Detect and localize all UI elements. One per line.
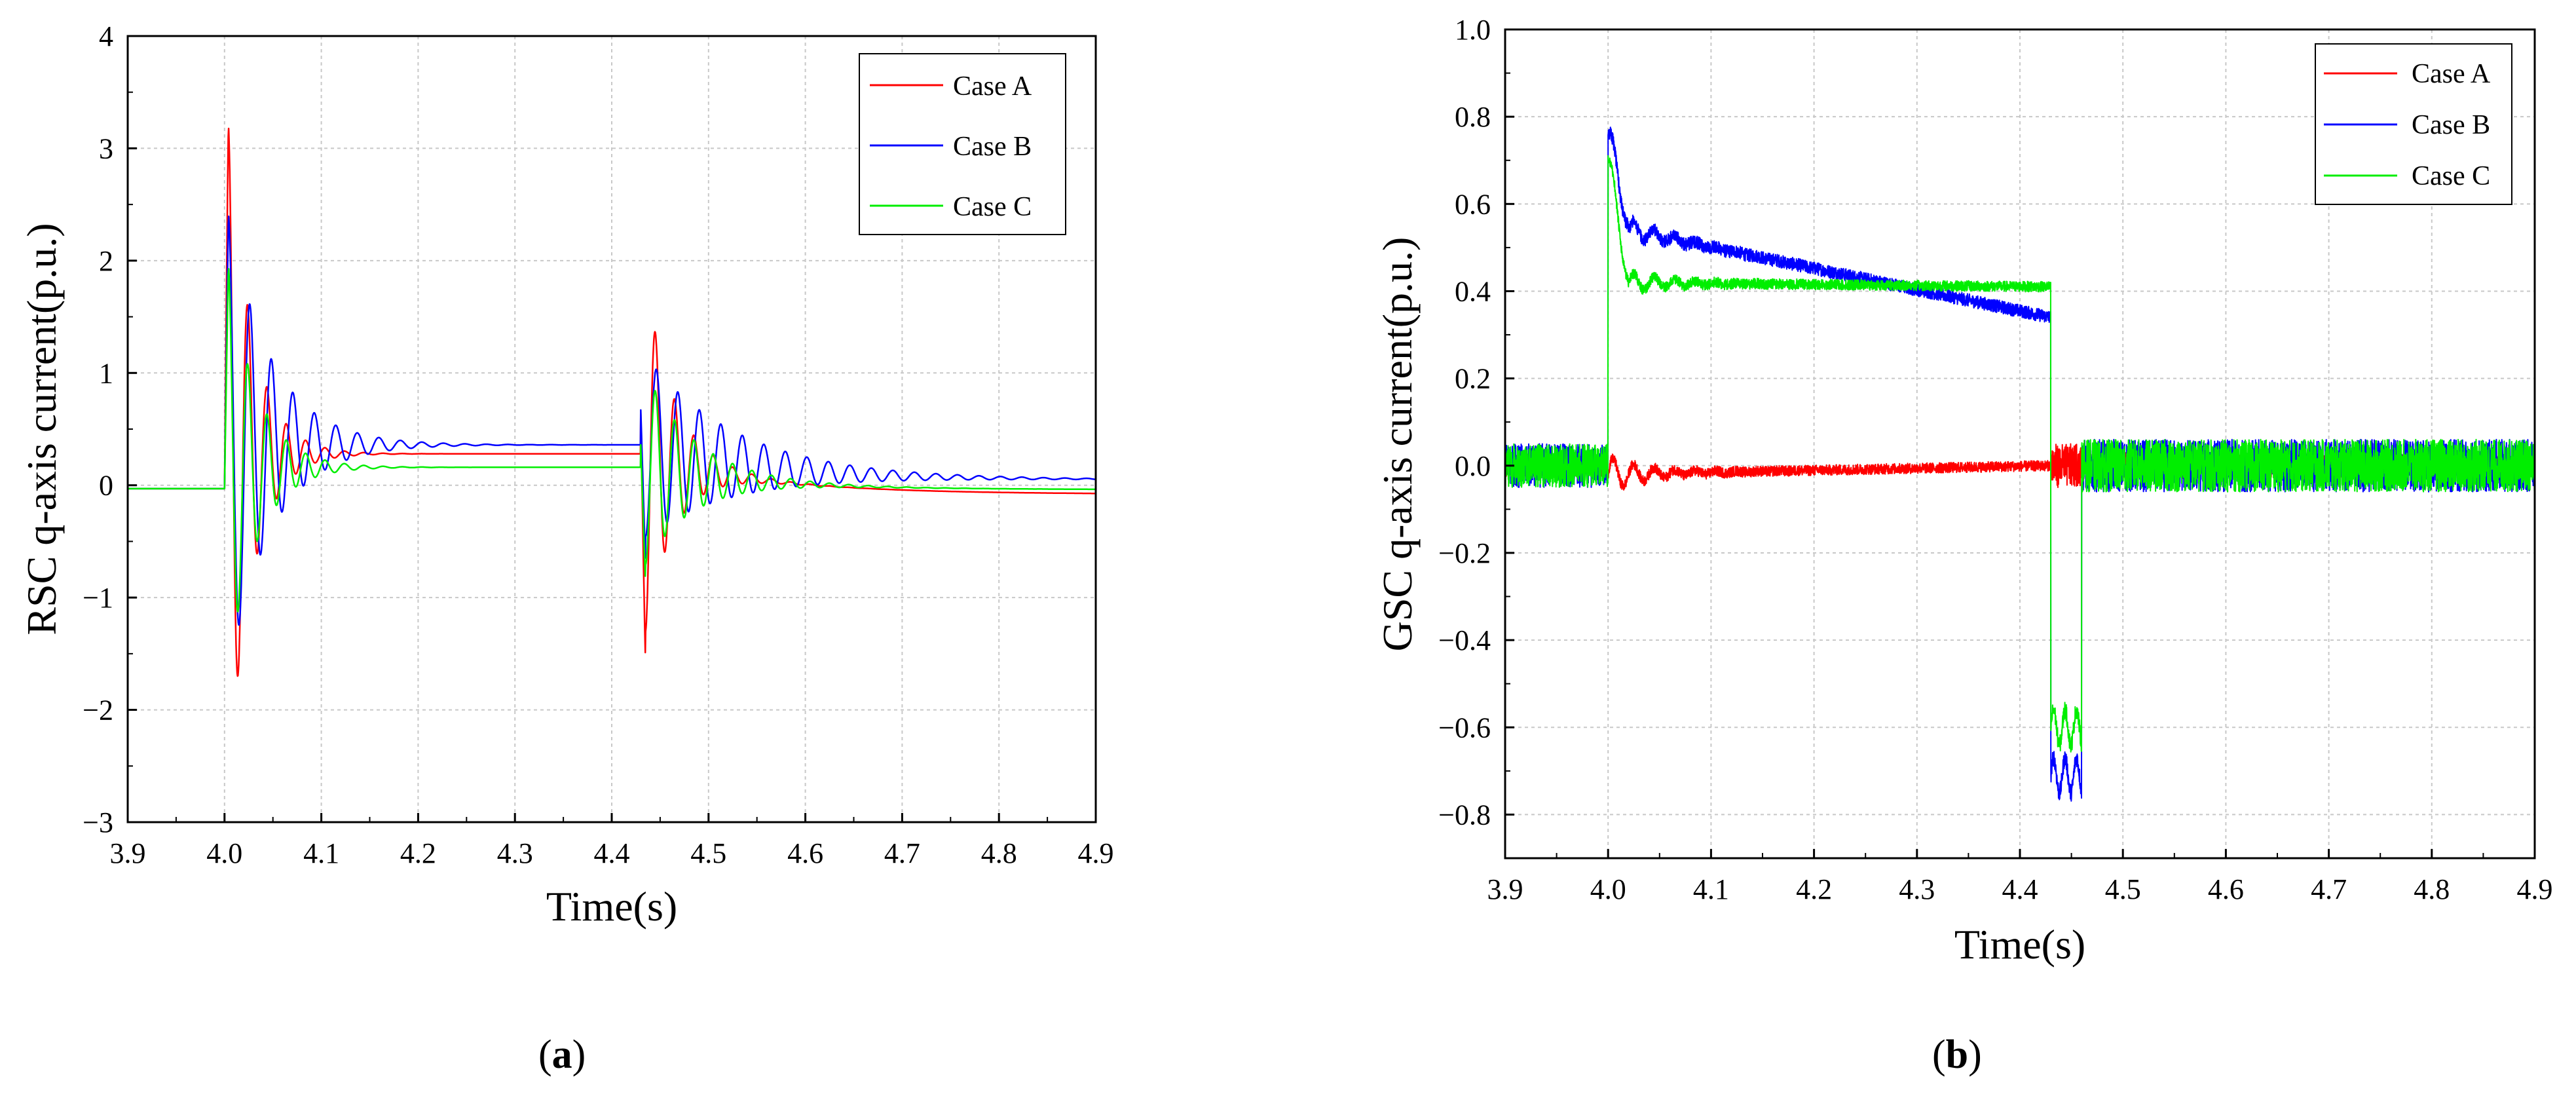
y-tick-label: −0.8	[1438, 799, 1491, 831]
y-tick-label: −0.2	[1438, 537, 1491, 569]
panel-label-b: (b)	[1932, 1032, 1982, 1077]
y-tick-label: 1	[99, 357, 113, 389]
panel-letter-b: b	[1945, 1032, 1969, 1077]
x-tick-label: 3.9	[110, 837, 146, 869]
y-tick-label: −2	[83, 694, 113, 727]
series-line-case-b	[1504, 126, 2535, 802]
panel-letter-a: a	[551, 1032, 572, 1077]
y-tick-label: 4	[99, 20, 113, 52]
x-tick-label: 4.1	[303, 837, 339, 869]
x-tick-label: 4.5	[690, 837, 726, 869]
series-lines-a	[127, 127, 1096, 677]
x-tick-label: 4.4	[594, 837, 630, 869]
legend-label-a-case-a: Case A	[953, 71, 1032, 102]
x-tick-label: 4.5	[2105, 873, 2141, 905]
y-tick-label: 2	[99, 245, 113, 277]
x-tick-label: 4.8	[981, 837, 1017, 869]
series-line-case-b	[127, 215, 1096, 626]
legend-label-a-case-c: Case C	[953, 192, 1032, 222]
x-tick-label: 4.6	[787, 837, 823, 869]
panel-label-a: (a)	[538, 1032, 586, 1077]
legend-a: Case A Case B Case C	[859, 53, 1066, 235]
x-tick-label: 4.0	[1590, 873, 1626, 905]
legend-label-b-case-c: Case C	[2412, 161, 2490, 191]
legend-label-b-case-b: Case B	[2412, 110, 2490, 140]
y-axis-title-b: GSC q-axis current(p.u.)	[1374, 237, 1421, 652]
y-tick-label: 0.0	[1455, 450, 1491, 482]
series-line-case-c	[1504, 155, 2535, 753]
x-tick-label: 4.9	[1078, 837, 1114, 869]
y-tick-label: 1.0	[1455, 14, 1491, 46]
x-tick-label: 4.6	[2208, 873, 2244, 905]
chart-panel-a: 3.9 4.0 4.1 4.2 4.3 4.4 4.5 4.6 4.7 4.8 4.9 4 3 2 1 0 −1…	[18, 20, 1114, 930]
x-tick-label: 4.7	[2311, 873, 2347, 905]
x-tick-label: 4.1	[1693, 873, 1729, 905]
y-tick-label: 0.8	[1455, 101, 1491, 133]
x-tick-label: 4.3	[1899, 873, 1935, 905]
y-tick-label: −0.4	[1438, 624, 1491, 656]
x-tick-label: 4.4	[2002, 873, 2038, 905]
legend-b: Case A Case B Case C	[2315, 43, 2512, 205]
y-tick-label: 0.6	[1455, 188, 1491, 220]
y-axis-title-a: RSC q-axis current(p.u.)	[18, 223, 65, 635]
x-tick-label: 4.0	[206, 837, 242, 869]
x-tick-label: 3.9	[1487, 873, 1523, 905]
y-tick-label: 0.4	[1455, 275, 1491, 307]
series-line-case-c	[127, 268, 1096, 613]
ticks-a: 3.9 4.0 4.1 4.2 4.3 4.4 4.5 4.6 4.7 4.8 4.9 4 3 2 1 0 −1…	[83, 20, 1113, 869]
ticks-b: 3.9 4.0 4.1 4.2 4.3 4.4 4.5 4.6 4.7 4.8 4.9 1.0 0.8 0…	[1438, 14, 2552, 905]
x-axis-title-b: Time(s)	[1954, 921, 2085, 968]
chart-panel-b: 3.9 4.0 4.1 4.2 4.3 4.4 4.5 4.6 4.7 4.8 4.9 1.0 0.8 0…	[1374, 14, 2553, 968]
y-tick-label: 0.2	[1455, 363, 1491, 395]
legend-box-a	[859, 53, 1066, 235]
y-tick-label: −3	[83, 806, 113, 839]
y-tick-label: 0	[99, 470, 113, 502]
y-tick-label: −1	[83, 582, 113, 614]
x-tick-label: 4.7	[884, 837, 920, 869]
legend-label-b-case-a: Case A	[2412, 59, 2491, 89]
legend-label-a-case-b: Case B	[953, 132, 1032, 162]
x-tick-label: 4.2	[1796, 873, 1832, 905]
x-tick-label: 4.3	[497, 837, 533, 869]
x-tick-label: 4.9	[2517, 873, 2553, 905]
series-line-case-a	[127, 127, 1096, 677]
series-lines-b	[1504, 126, 2535, 802]
y-tick-label: 3	[99, 132, 113, 164]
x-axis-title-a: Time(s)	[546, 883, 677, 930]
x-tick-label: 4.8	[2414, 873, 2450, 905]
x-tick-label: 4.2	[400, 837, 436, 869]
y-tick-label: −0.6	[1438, 711, 1491, 744]
